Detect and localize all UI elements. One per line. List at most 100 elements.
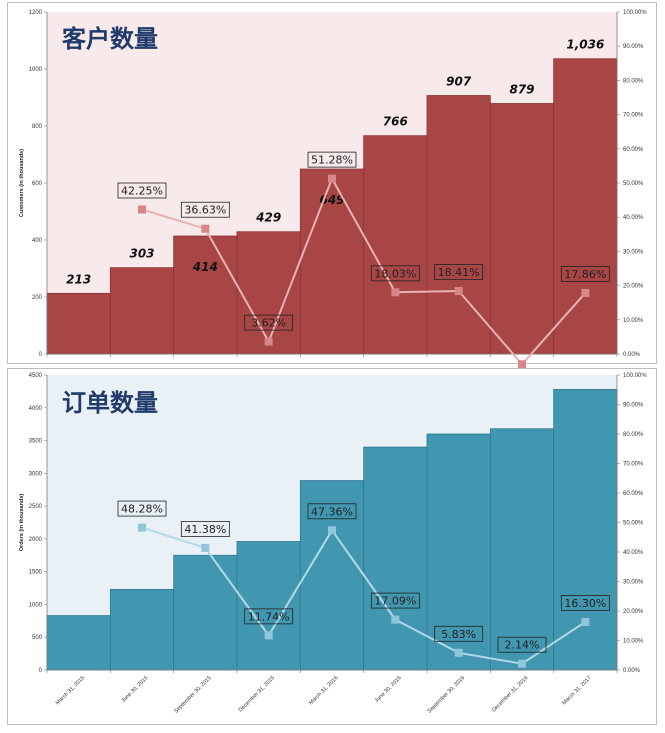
growth-marker (454, 287, 463, 296)
y-tick-label: 3000 (29, 471, 43, 477)
y2-tick-label: 30.00% (623, 249, 644, 255)
bar-value-label: 429 (255, 211, 281, 225)
growth-label-box (434, 264, 484, 280)
y-tick-label: 1500 (29, 570, 43, 576)
y2-tick-label: 70.00% (623, 462, 644, 468)
bar-value-label: 303 (129, 247, 154, 261)
y-tick-label: 3500 (29, 439, 43, 445)
y2-tick-label: 80.00% (623, 78, 644, 84)
y2-tick-label: 10.00% (623, 639, 644, 645)
growth-marker (581, 617, 590, 626)
growth-marker (201, 224, 210, 233)
y-tick-label: 1000 (29, 67, 43, 73)
y2-tick-label: 30.00% (623, 580, 644, 586)
growth-label: 17.86% (564, 268, 606, 281)
growth-label: 16.30% (564, 597, 606, 610)
y2-tick-label: 0.00% (623, 668, 641, 674)
y-tick-label: 200 (32, 295, 43, 301)
growth-label: 18.41% (438, 266, 480, 279)
growth-marker (518, 659, 526, 668)
growth-label-box (560, 595, 610, 611)
y2-tick-label: 80.00% (623, 432, 644, 438)
y-tick-label: 1000 (29, 602, 43, 608)
bar-value-label: 879 (509, 82, 534, 96)
bar (363, 446, 428, 671)
bar-value-label: 213 (66, 272, 91, 286)
growth-marker (454, 648, 463, 657)
growth-label-box (244, 314, 294, 331)
y2-tick-label: 10.00% (623, 318, 644, 324)
growth-label-box (497, 636, 547, 653)
growth-marker (518, 360, 526, 368)
y-tick-label: 4000 (29, 406, 43, 412)
bar (426, 433, 491, 671)
bar-value-label: 907 (446, 75, 472, 89)
y-tick-label: 1200 (29, 10, 43, 16)
bar-value-label: 414 (192, 260, 218, 274)
customers-chart: 客户数量 Customers (in thousands) 0 200 400 600 80… (7, 2, 657, 368)
growth-marker (264, 337, 273, 346)
y-tick-label: 400 (32, 238, 43, 244)
growth-label-box (434, 625, 484, 642)
growth-label: 36.63% (184, 204, 226, 217)
growth-label-box (307, 503, 357, 520)
y-tick-label: 2000 (29, 537, 43, 543)
y-tick-label: 0 (39, 352, 43, 358)
orders-chart: 订单数量 Orders (in thousands) 0 500 1000 1500 200… (7, 368, 657, 725)
bar (109, 267, 175, 355)
y-axis-title: Customers (in thousands) (19, 149, 25, 217)
growth-label-box (180, 521, 230, 537)
bar (46, 292, 111, 355)
y2-tick-label: 50.00% (623, 181, 644, 187)
y2-tick-label: 0.00% (623, 352, 641, 358)
y2-tick-label: 100.00% (623, 10, 647, 16)
y-tick-label: 2500 (29, 504, 43, 510)
growth-label-box (560, 266, 610, 282)
y2-tick-label: 50.00% (623, 521, 644, 527)
bar (489, 428, 555, 671)
growth-label: 18.03% (374, 267, 416, 280)
bar (173, 235, 238, 355)
growth-line (141, 526, 586, 665)
growth-label: 17.09% (374, 595, 416, 608)
y2-tick-label: 90.00% (623, 403, 644, 409)
growth-label-box (244, 608, 294, 625)
growth-label: 2.14% (505, 639, 540, 652)
growth-marker (581, 288, 590, 297)
growth-label-box (180, 201, 230, 218)
growth-label: 41.38% (184, 523, 226, 536)
y2-tick-label: 40.00% (623, 550, 644, 556)
y-tick-label: 500 (32, 635, 43, 641)
growth-line (141, 176, 587, 366)
chart-title: 订单数量 (62, 389, 158, 417)
y2-tick-label: 20.00% (623, 284, 644, 290)
growth-marker (138, 205, 146, 214)
chart-title: 客户数量 (62, 25, 158, 53)
growth-label-box (117, 182, 167, 199)
y-tick-label: 0 (39, 668, 43, 674)
bar (173, 554, 238, 671)
bar (489, 103, 555, 355)
growth-label-box (370, 265, 420, 282)
growth-label-box (117, 500, 167, 517)
bar (553, 389, 618, 671)
y-axis-title: Orders (in thousands) (19, 494, 25, 552)
growth-marker (391, 288, 400, 297)
bar (363, 135, 428, 355)
growth-label: 48.28% (121, 503, 163, 516)
growth-label: 47.36% (311, 505, 353, 518)
bar (46, 615, 111, 671)
y2-tick-label: 60.00% (623, 147, 644, 153)
bar (426, 95, 491, 355)
growth-label: 42.25% (121, 185, 163, 198)
bar-value-label: 766 (383, 115, 408, 129)
growth-marker (391, 615, 400, 624)
growth-marker (138, 523, 146, 532)
bar (236, 231, 301, 355)
y-tick-label: 600 (32, 181, 43, 187)
growth-marker (328, 174, 336, 183)
growth-label: 5.83% (441, 628, 476, 641)
growth-label: 11.74% (248, 610, 290, 623)
growth-label: 51.28% (311, 154, 353, 167)
growth-marker (264, 631, 273, 640)
